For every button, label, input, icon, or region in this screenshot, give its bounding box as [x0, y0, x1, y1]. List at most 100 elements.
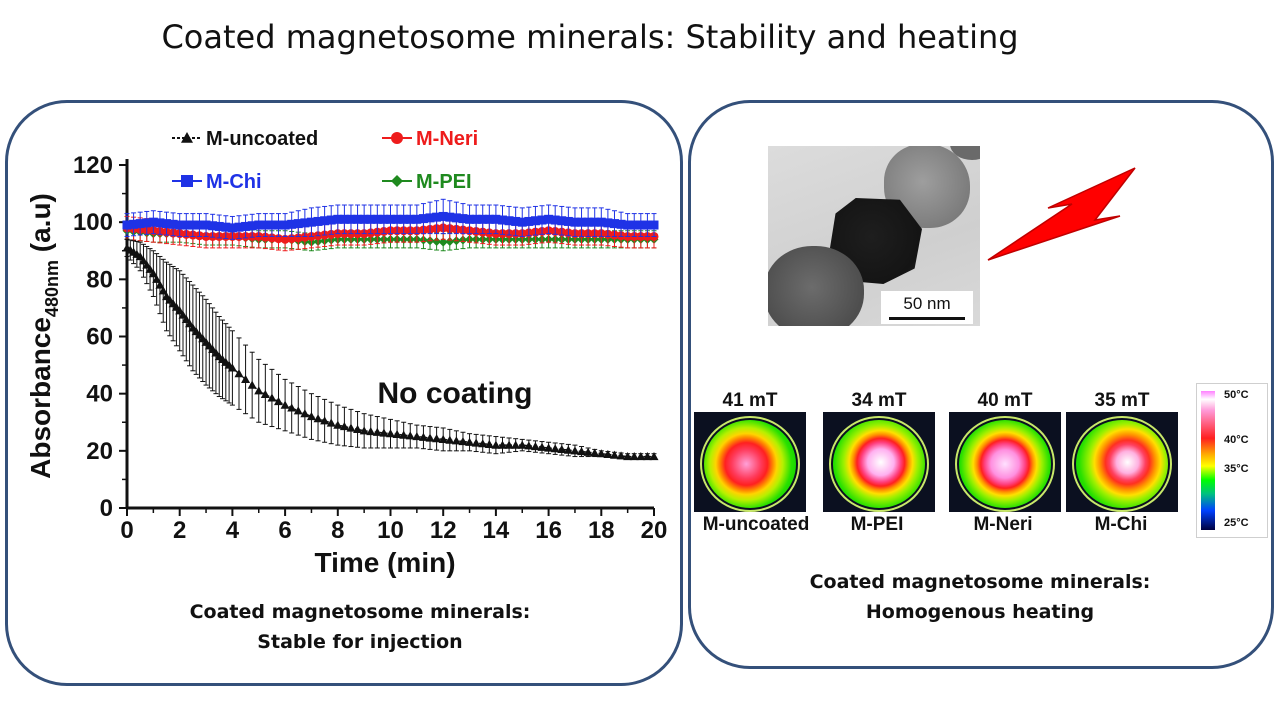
data-point	[306, 412, 316, 421]
y-tick-label: 20	[86, 438, 113, 465]
x-tick-label: 10	[377, 517, 404, 544]
data-point	[227, 363, 237, 372]
data-point	[346, 214, 356, 224]
data-point	[596, 449, 606, 458]
data-point	[320, 216, 330, 226]
particle-top-small	[950, 146, 980, 160]
x-tick-label: 2	[173, 517, 186, 544]
sample-label-4: M-Chi	[1094, 514, 1148, 535]
field-label-3: 40 mT	[977, 390, 1033, 411]
data-point	[642, 452, 652, 461]
data-point	[425, 433, 435, 442]
series-m-chi	[122, 198, 659, 240]
slide-title: Coated magnetosome minerals: Stability a…	[161, 18, 1019, 56]
data-point	[300, 232, 310, 242]
data-point	[188, 220, 198, 230]
data-point	[274, 220, 284, 230]
data-point	[158, 286, 168, 295]
data-point	[241, 221, 251, 231]
data-point	[372, 427, 382, 436]
no-coating-annotation: No coating	[378, 377, 533, 410]
data-point	[366, 214, 376, 224]
thermal-image-chi	[1066, 412, 1178, 512]
legend-item-m-neri: M-Neri	[382, 128, 478, 150]
data-point	[175, 306, 185, 315]
data-point	[623, 452, 633, 461]
data-point	[372, 214, 382, 224]
series-m-uncoated	[122, 238, 659, 461]
legend-item-m-chi: M-Chi	[172, 171, 262, 193]
data-point	[135, 251, 145, 261]
data-point	[484, 439, 494, 449]
x-tick-label: 12	[430, 517, 457, 544]
data-point	[636, 220, 646, 230]
data-point	[418, 214, 428, 224]
data-point	[491, 440, 501, 449]
field-label-4: 35 mT	[1094, 390, 1150, 411]
data-point	[339, 214, 349, 224]
data-point	[178, 310, 188, 319]
scale-bar-label: 50 nm	[903, 294, 951, 313]
data-point	[577, 447, 587, 456]
y-axis-label-subscript: 480nm	[42, 260, 62, 317]
data-point	[609, 219, 619, 229]
data-point	[451, 213, 461, 223]
y-axis-label-unit: (a.u)	[25, 193, 56, 260]
legend-item-m-pei: M-PEI	[382, 171, 472, 193]
thermal-image-uncoated	[694, 412, 806, 512]
data-point	[274, 397, 284, 406]
right-caption-line1: Coated magnetosome minerals:	[809, 571, 1151, 593]
data-point	[544, 214, 554, 224]
data-point	[162, 219, 172, 229]
data-point	[293, 406, 303, 415]
data-point	[445, 236, 455, 246]
data-point	[544, 443, 554, 452]
right-caption-line2: Homogenous heating	[865, 601, 1095, 623]
data-point	[254, 386, 264, 395]
data-point	[563, 445, 573, 454]
absorbance-chart: 0 2 4 6 8 10 12 14 16 18 20 0 20 40 60 80 100 120 M-uncoa…	[25, 128, 667, 578]
data-point	[451, 436, 461, 445]
data-point	[603, 449, 613, 459]
y-tick-label: 120	[73, 152, 113, 179]
colorbar-label-25: 25°C	[1224, 517, 1249, 529]
data-point	[570, 217, 580, 227]
data-point	[260, 389, 270, 398]
left-caption-line2: Stable for injection	[257, 631, 463, 653]
lightning-bolt-icon	[987, 167, 1136, 261]
thermal-image-pei	[823, 412, 935, 512]
data-point	[260, 220, 270, 230]
data-point	[148, 217, 158, 227]
y-tick-label: 100	[73, 209, 113, 236]
data-point	[300, 218, 310, 228]
sample-label-3: M-Neri	[973, 514, 1033, 535]
data-point	[405, 431, 415, 440]
data-point	[550, 215, 560, 225]
left-caption-line1: Coated magnetosome minerals:	[189, 601, 531, 623]
data-point	[478, 214, 488, 224]
temperature-colorbar	[1201, 391, 1215, 530]
data-point	[135, 219, 145, 229]
data-point	[221, 222, 231, 232]
data-point	[386, 429, 395, 438]
data-point	[181, 220, 191, 230]
data-point	[155, 280, 165, 289]
data-point	[254, 220, 264, 230]
data-point	[524, 441, 534, 450]
data-point	[412, 432, 422, 441]
data-point	[391, 175, 403, 187]
data-point	[300, 409, 310, 418]
data-point	[471, 214, 481, 224]
data-point	[392, 429, 402, 438]
y-axis-label-main: Absorbance	[25, 317, 56, 479]
data-point	[642, 220, 652, 230]
data-point	[432, 212, 442, 222]
data-point	[168, 219, 178, 229]
data-point	[432, 434, 442, 443]
data-point	[504, 216, 514, 226]
x-tick-label: 0	[120, 517, 133, 544]
data-point	[287, 403, 297, 412]
data-point	[530, 216, 540, 226]
data-point	[590, 448, 600, 457]
data-point	[636, 452, 646, 461]
